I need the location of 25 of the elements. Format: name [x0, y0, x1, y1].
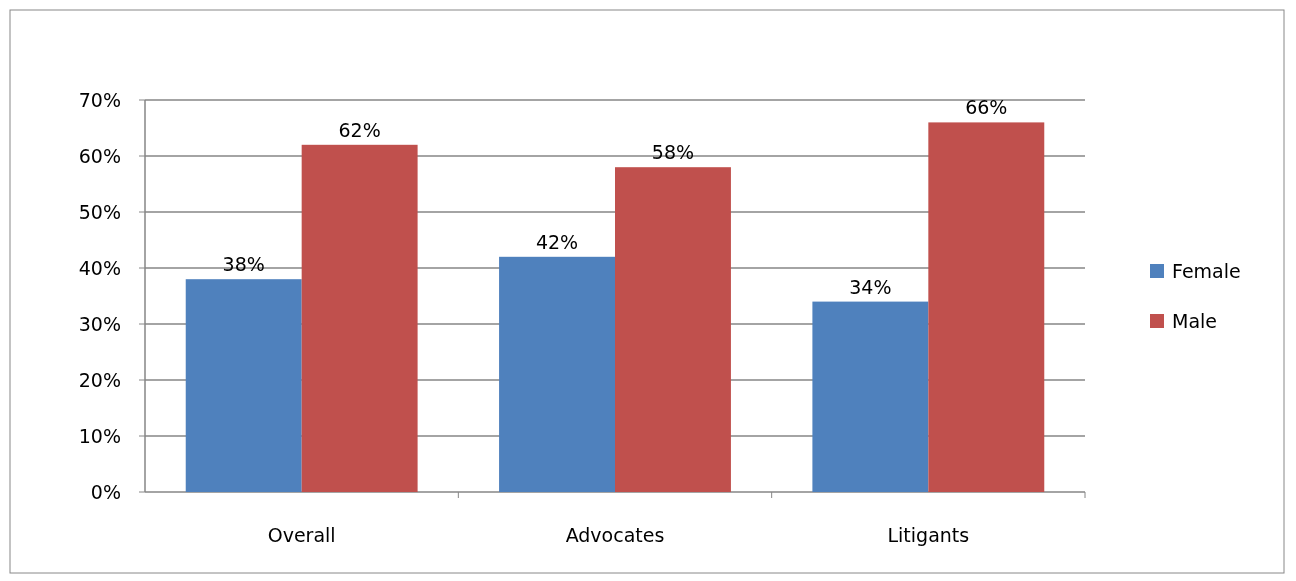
legend-label: Female	[1172, 259, 1241, 282]
y-tick-label: 20%	[78, 368, 121, 391]
bar	[615, 167, 731, 492]
data-label: 42%	[535, 230, 579, 253]
bar	[185, 279, 302, 492]
x-tick-label: Advocates	[565, 524, 665, 546]
legend-label: Male	[1172, 309, 1218, 332]
y-tick-label: 60%	[78, 144, 121, 167]
bar	[812, 301, 929, 492]
y-tick-label: 10%	[78, 424, 121, 447]
data-label: 38%	[222, 253, 265, 276]
x-tick-label: Litigants	[887, 524, 970, 546]
y-tick-label: 0%	[90, 480, 121, 503]
y-tick-label: 40%	[78, 256, 121, 279]
data-label: 62%	[338, 118, 381, 141]
y-tick-label: 70%	[78, 88, 121, 111]
bar	[301, 144, 418, 492]
x-tick-label: Overall	[267, 524, 336, 546]
y-tick-label: 30%	[78, 312, 121, 335]
bar	[928, 122, 1045, 492]
data-label: 66%	[965, 96, 1008, 119]
data-label: 34%	[849, 275, 892, 298]
y-tick-label: 50%	[78, 200, 121, 223]
data-label: 58%	[651, 141, 695, 164]
bar	[499, 256, 615, 492]
